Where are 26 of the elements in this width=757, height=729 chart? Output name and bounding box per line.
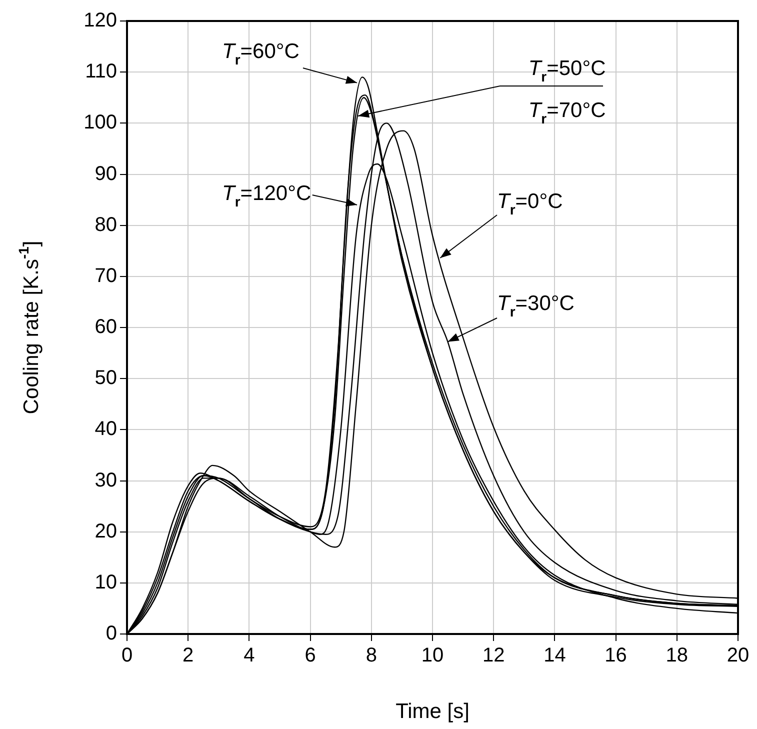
y-tick-label: 0 — [106, 622, 117, 645]
x-tick-label: 12 — [482, 644, 505, 667]
y-tick-label: 10 — [94, 571, 117, 594]
x-tick-label: 0 — [121, 644, 133, 667]
y-tick-label: 80 — [94, 214, 117, 236]
y-tick-label: 120 — [84, 10, 117, 32]
y-tick-label: 40 — [94, 418, 117, 440]
y-tick-label: 70 — [94, 264, 117, 287]
x-tick-label: 6 — [304, 644, 316, 667]
y-tick-label: 110 — [85, 60, 117, 83]
x-tick-label: 16 — [604, 644, 627, 667]
x-tick-label: 4 — [244, 644, 255, 667]
y-tick-label: 60 — [94, 316, 117, 338]
x-tick-label: 2 — [182, 644, 194, 667]
x-tick-label: 18 — [666, 644, 688, 667]
x-tick-label: 14 — [544, 644, 566, 667]
y-tick-label: 20 — [94, 520, 117, 542]
y-axis-title: Cooling rate [K.s-1] — [16, 240, 43, 414]
x-tick-label: 10 — [421, 644, 444, 667]
y-tick-label: 90 — [94, 162, 117, 185]
y-tick-label: 100 — [84, 112, 117, 134]
y-tick-label: 50 — [94, 367, 117, 390]
x-axis-title: Time [s] — [396, 700, 470, 724]
x-tick-label: 20 — [726, 644, 750, 667]
x-tick-label: 8 — [366, 644, 377, 667]
y-tick-label: 30 — [94, 469, 117, 492]
